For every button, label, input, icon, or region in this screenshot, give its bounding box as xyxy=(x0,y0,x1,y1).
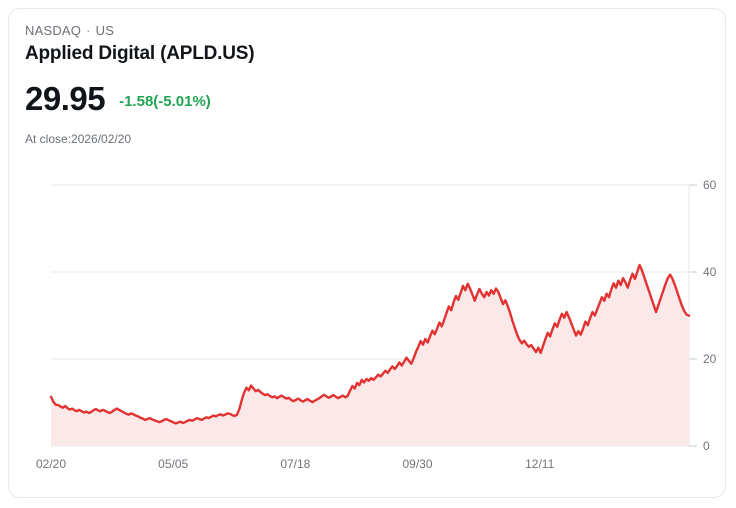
y-axis-tick-label: 40 xyxy=(703,265,717,279)
x-axis-tick-label: 09/30 xyxy=(403,457,433,471)
x-axis-tick-label: 12/11 xyxy=(525,457,554,471)
price-chart-svg: 0 20 40 60 02/20 05/05 07/18 09/30 12/11 xyxy=(36,178,717,471)
price-change: -1.58(-5.01%) xyxy=(119,93,211,110)
x-axis-labels: 02/20 05/05 07/18 09/30 12/11 xyxy=(36,457,555,471)
quote-header: NASDAQ · US Applied Digital (APLD.US) 29.9… xyxy=(25,23,709,147)
stock-quote-card: NASDAQ · US Applied Digital (APLD.US) 29.9… xyxy=(8,8,726,498)
price-chart: 0 20 40 60 02/20 05/05 07/18 09/30 12/11 xyxy=(9,169,725,479)
current-price: 29.95 xyxy=(25,80,106,117)
y-axis-tick-label: 60 xyxy=(703,178,717,192)
x-axis-tick-label: 07/18 xyxy=(280,457,310,471)
axis-ticks xyxy=(688,184,697,447)
y-axis-tick-label: 0 xyxy=(703,439,710,453)
exchange-label: NASDAQ xyxy=(25,23,82,38)
page-title: Applied Digital (APLD.US) xyxy=(25,43,255,64)
dot-separator: · xyxy=(86,23,91,38)
region-label: US xyxy=(95,23,115,38)
price-row: 29.95 -1.58(-5.01%) xyxy=(25,81,709,117)
price-area-fill xyxy=(51,265,689,446)
x-axis-tick-label: 02/20 xyxy=(36,457,66,471)
x-axis-tick-label: 05/05 xyxy=(158,457,188,471)
exchange-region-row: NASDAQ · US xyxy=(25,23,709,39)
y-axis-labels: 0 20 40 60 xyxy=(703,178,717,453)
market-close-info: At close:2026/02/20 xyxy=(25,132,132,146)
price-line xyxy=(49,263,691,425)
y-axis-tick-label: 20 xyxy=(703,352,717,366)
